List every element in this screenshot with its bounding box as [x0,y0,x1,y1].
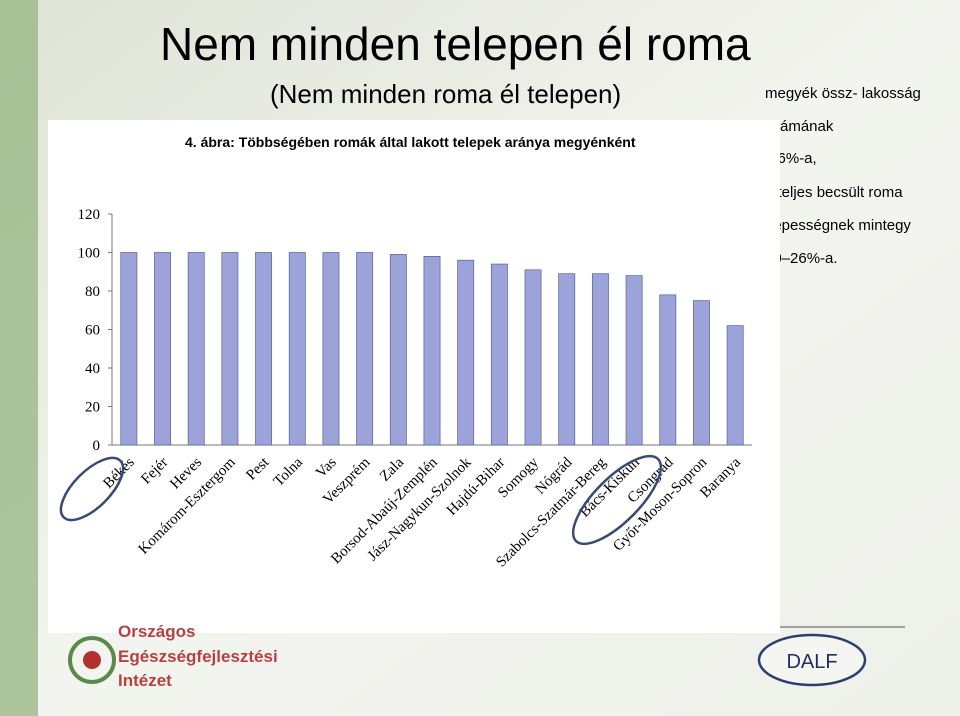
y-tick-label: 120 [78,207,101,223]
y-tick-label: 100 [78,246,101,262]
bar [255,252,273,446]
bar [524,269,542,446]
chart-title: 4. ábra: Többségében romák által lakott … [185,134,636,150]
dalf-button[interactable] [757,633,867,687]
bar [389,254,407,446]
logo-icon [68,636,116,684]
bar [625,275,643,446]
logo-text: Intézet [118,671,172,690]
side-text-line: népességnek mintegy [765,217,911,234]
y-tick-label: 20 [85,400,100,416]
bar [120,252,138,446]
bar [154,252,171,446]
bar [490,263,508,446]
bar [322,252,340,446]
slide-subtitle: (Nem minden roma él telepen) [270,79,621,109]
bar [457,259,475,446]
bar [288,252,306,446]
bar [726,325,744,446]
bar [591,273,609,446]
bar [356,252,374,446]
logo-text: Egészségfejlesztési [118,647,278,666]
slide-title: Nem minden telepen él roma [160,18,751,70]
side-text-line: számának [765,118,834,135]
bar [693,300,710,446]
bar [187,252,205,446]
bar [659,294,677,446]
highlight-circle [59,456,125,522]
dalf-button-label[interactable]: DALF [786,651,837,673]
highlight-circle [571,454,663,546]
y-tick-label: 0 [93,438,101,454]
side-stripe [0,0,38,716]
bar [221,252,239,446]
logo-text: Országos [118,622,195,641]
side-text-line: a teljes becsült roma [765,184,903,201]
y-tick-label: 60 [85,323,100,339]
bar [558,273,576,446]
side-text-line: 20–26%-a. [765,250,838,267]
side-text-line: megyék össz- lakosság [765,85,921,102]
y-tick-label: 80 [85,284,100,300]
bar [423,256,441,446]
logo-icon [83,651,101,669]
y-tick-label: 40 [85,361,100,377]
